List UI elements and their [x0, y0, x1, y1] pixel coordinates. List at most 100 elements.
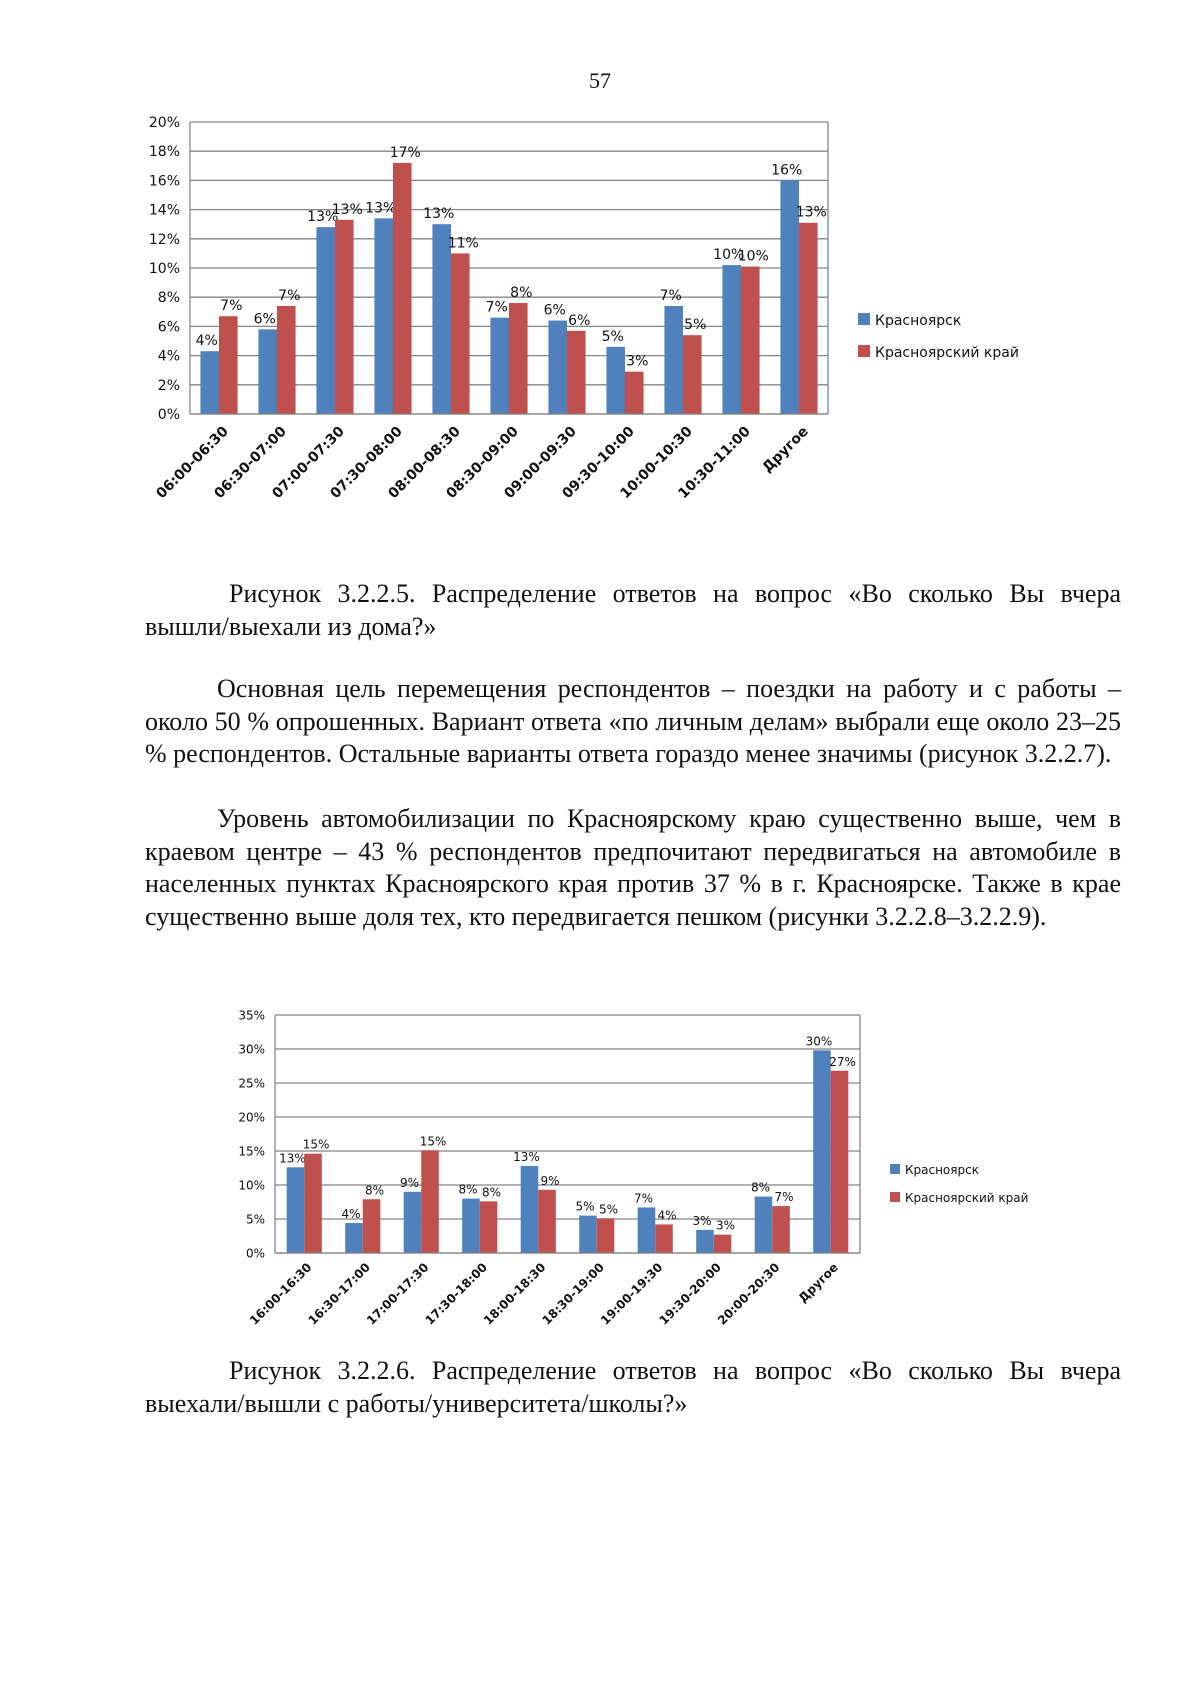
bar-krai [509, 303, 528, 414]
data-label: 3% [626, 354, 648, 370]
bar-krasnoyarsk [664, 305, 683, 414]
bar-krai [741, 266, 760, 414]
data-label: 10% [738, 249, 769, 265]
y-tick-label: 2% [158, 378, 180, 394]
data-label: 7% [486, 300, 508, 316]
data-label: 9% [400, 1176, 419, 1190]
data-label: 6% [568, 313, 590, 329]
y-tick-label: 10% [238, 1178, 265, 1192]
bar-krasnoyarsk [374, 218, 393, 414]
figure-caption-3-2-2-6: Рисунок 3.2.2.6. Распределение ответов н… [145, 1356, 1121, 1418]
bar-krasnoyarsk [403, 1191, 422, 1253]
bar-krasnoyarsk [258, 329, 277, 414]
bar-krai [683, 335, 702, 414]
x-tick-label: 16:30-17:00 [305, 1260, 372, 1327]
chart-departure-from-work-svg: 0%5%10%15%20%25%30%35%13%15%16:00-16:304… [238, 1008, 1028, 1327]
data-label: 7% [660, 288, 682, 304]
bar-krai [538, 1189, 556, 1253]
data-label: 8% [510, 285, 532, 301]
x-tick-label: 20:00-20:30 [715, 1260, 782, 1327]
y-tick-label: 20% [149, 115, 180, 131]
data-label: 6% [544, 303, 566, 319]
bar-krai [304, 1153, 322, 1253]
bar-krasnoyarsk [722, 265, 741, 414]
data-label: 13% [365, 200, 396, 216]
y-tick-label: 30% [238, 1042, 265, 1056]
y-tick-label: 12% [149, 232, 180, 248]
data-label: 8% [365, 1183, 384, 1197]
bar-krasnoyarsk [579, 1215, 597, 1253]
y-tick-label: 18% [149, 144, 180, 160]
data-label: 7% [278, 288, 300, 304]
data-label: 8% [458, 1183, 477, 1197]
x-tick-label: 17:30-18:00 [422, 1260, 489, 1327]
data-label: 16% [771, 162, 802, 178]
bar-krai [625, 371, 644, 414]
data-label: 11% [448, 235, 479, 251]
y-tick-label: 5% [246, 1212, 265, 1226]
bar-krasnoyarsk [520, 1165, 539, 1253]
y-tick-label: 14% [149, 203, 180, 219]
data-label: 13% [423, 206, 454, 222]
x-tick-label: 16:00-16:30 [247, 1260, 314, 1327]
legend-swatch [890, 1164, 900, 1174]
y-tick-label: 20% [238, 1110, 265, 1124]
data-label: 13% [796, 205, 827, 221]
y-tick-label: 35% [238, 1008, 265, 1022]
legend-label: Красноярский край [905, 1191, 1028, 1205]
data-label: 7% [775, 1190, 794, 1204]
data-label: 9% [541, 1174, 560, 1188]
data-label: 4% [196, 333, 218, 349]
data-label: 5% [575, 1200, 594, 1214]
bar-krai [393, 162, 412, 414]
legend-swatch [890, 1192, 900, 1202]
data-label: 30% [806, 1034, 833, 1048]
y-tick-label: 6% [158, 319, 180, 335]
y-tick-label: 8% [158, 290, 180, 306]
data-label: 13% [307, 209, 338, 225]
bar-krai [451, 253, 470, 414]
data-label: 10% [713, 247, 744, 263]
bar-krasnoyarsk [200, 351, 219, 414]
chart-departure-from-home-svg: 0%2%4%6%8%10%12%14%16%18%20%4%7%06:00-06… [149, 115, 1019, 502]
y-tick-label: 0% [158, 407, 180, 423]
x-tick-label: 17:00-17:30 [364, 1260, 431, 1327]
bar-krasnoyarsk [813, 1050, 831, 1253]
data-label: 8% [751, 1181, 770, 1195]
legend-label: Красноярск [875, 313, 961, 329]
bar-krai [219, 316, 238, 414]
chart-departure-from-home: 0% 2% 4% 6% 8% 10% 12% 14% 16% 18% 20% 4% 7% 06:00-06… [138, 115, 1118, 535]
y-tick-label: 0% [246, 1246, 265, 1260]
data-label: 3% [716, 1219, 735, 1233]
data-label: 4% [658, 1208, 677, 1222]
page-number: 57 [589, 68, 611, 93]
figure-caption-3-2-2-5: Рисунок 3.2.2.5. Распределение ответов н… [145, 579, 1121, 641]
data-label: 27% [829, 1055, 856, 1069]
data-label: 15% [420, 1134, 447, 1148]
bar-krasnoyarsk [637, 1207, 656, 1253]
data-label: 7% [220, 298, 242, 314]
bar-krai [830, 1070, 849, 1253]
bar-krasnoyarsk [606, 346, 625, 414]
bar-krai [799, 222, 818, 414]
bar-krai [362, 1199, 381, 1253]
bar-krai [567, 330, 586, 414]
y-tick-label: 25% [238, 1076, 265, 1090]
bar-krai [277, 305, 296, 414]
data-label: 15% [303, 1138, 330, 1152]
data-label: 4% [341, 1207, 360, 1221]
bar-krai [655, 1224, 673, 1253]
data-label: 5% [602, 329, 624, 345]
data-label: 17% [390, 145, 421, 161]
legend-swatch [858, 313, 870, 325]
bar-krasnoyarsk [780, 180, 799, 414]
bar-krasnoyarsk [462, 1198, 480, 1253]
bar-krasnoyarsk [286, 1167, 305, 1253]
data-label: 7% [634, 1191, 653, 1205]
legend-swatch [858, 345, 870, 357]
data-label: 13% [279, 1151, 306, 1165]
x-tick-label: Другое [759, 424, 811, 476]
bar-krasnoyarsk [345, 1223, 363, 1253]
x-tick-label: 19:00-19:30 [598, 1260, 665, 1327]
bar-krasnoyarsk [316, 227, 335, 414]
